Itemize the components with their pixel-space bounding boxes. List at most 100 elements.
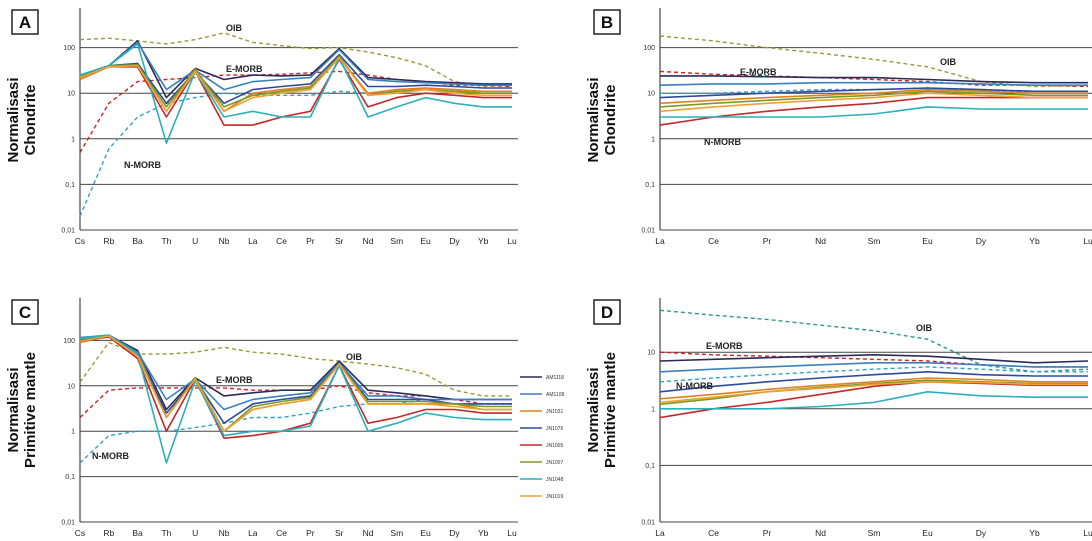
y-tick-label: 10 [67, 91, 75, 98]
x-tick-label: Rb [103, 528, 114, 538]
x-tick-label: Nd [363, 528, 374, 538]
y-tick-label: 0,1 [645, 463, 655, 470]
panel-letter-box [11, 9, 39, 35]
x-tick-label: Nb [219, 236, 230, 246]
y-tick-label: 1 [71, 136, 75, 143]
y-axis-label: NormalisasiPrimitive mantle [585, 352, 619, 468]
x-tick-label: Pr [763, 528, 772, 538]
x-tick-label: Lu [1083, 236, 1092, 246]
sample-line [659, 88, 1088, 105]
x-tick-label: Ce [708, 236, 719, 246]
x-tick-label: Dy [449, 528, 460, 538]
sample-line [79, 55, 512, 108]
annotation-n-morb: N-MORB [92, 451, 129, 461]
x-tick-label: Yb [478, 236, 489, 246]
reference-line-e-morb [659, 351, 1088, 368]
y-axis-label: NormalisasiChondrite [585, 77, 619, 162]
annotation-oib: OIB [226, 23, 243, 33]
sample-line [79, 335, 512, 440]
reference-line-e-morb [79, 70, 513, 153]
annotation-e-morb: E-MORB [226, 64, 263, 74]
y-tick-label: 0,1 [645, 182, 655, 189]
y-tick-label: 0,1 [65, 474, 75, 481]
annotation-n-morb: N-MORB [676, 381, 713, 391]
annotation-oib: OIB [940, 57, 957, 67]
y-tick-label: 0,01 [641, 520, 655, 527]
x-tick-label: Ba [132, 528, 143, 538]
sample-line [659, 81, 1088, 86]
sample-line [79, 56, 512, 113]
sample-line [659, 87, 1088, 99]
sample-line [79, 43, 512, 144]
x-tick-label: Eu [420, 236, 431, 246]
x-tick-label: Yb [1029, 236, 1040, 246]
x-tick-label: Th [161, 528, 171, 538]
reference-line-oib [659, 35, 1089, 88]
x-tick-label: Ce [276, 236, 287, 246]
x-tick-label: Dy [976, 236, 987, 246]
y-axis-label-line: Normalisasi [585, 367, 602, 452]
x-tick-label: U [192, 236, 198, 246]
legend-entry: AM1108 [546, 392, 564, 398]
sample-line [659, 380, 1088, 419]
y-axis-label-line: Chondrite [22, 85, 39, 156]
sample-line [660, 106, 1088, 118]
y-axis-label-line: Chondrite [602, 85, 619, 156]
annotation-e-morb: E-MORB [706, 341, 743, 351]
reference-line-oib [79, 32, 513, 88]
legend-entry: JN1031 [546, 409, 563, 415]
x-tick-label: Lu [507, 236, 517, 246]
y-axis-label-line: Primitive mantle [602, 352, 619, 468]
x-tick-label: Yb [1029, 528, 1040, 538]
y-tick-label: 100 [63, 45, 75, 52]
annotation-e-morb: E-MORB [216, 375, 253, 385]
panel-c: 0,01 0,1 1 10 100 Cs Rb Ba Th U Nb La Ce Pr Sr Nd Sm Eu Dy… [5, 298, 564, 538]
panel-letter: D [601, 303, 613, 322]
annotation-n-morb: N-MORB [704, 137, 741, 147]
y-axis-label: NormalisasiPrimitive mantle [5, 352, 39, 468]
x-tick-label: Sm [868, 528, 881, 538]
x-tick-label: Dy [449, 236, 460, 246]
panel-d: 0,01 0,1 1 10 La Ce Pr Nd Sm Eu Dy Yb Lu NormalisasiP… [585, 298, 1092, 538]
sample-line [79, 41, 512, 91]
x-tick-label: Eu [922, 236, 933, 246]
sample-line [659, 370, 1088, 393]
x-tick-label: Sm [868, 236, 881, 246]
y-axis-label-line: Normalisasi [585, 77, 602, 162]
sample-line [79, 334, 512, 464]
panel-letter-box [593, 9, 621, 35]
panel-letter: B [601, 13, 613, 32]
reference-line-oib [79, 341, 512, 397]
y-axis-label-line: Primitive mantle [22, 352, 39, 468]
sample-line [79, 53, 512, 105]
annotation-e-morb: E-MORB [740, 67, 777, 77]
sample-line [659, 379, 1088, 406]
x-tick-label: Cs [75, 236, 85, 246]
y-axis-label-line: Normalisasi [5, 77, 22, 162]
x-tick-label: Lu [507, 528, 517, 538]
y-tick-label: 10 [647, 91, 655, 98]
x-tick-label: Eu [922, 528, 933, 538]
x-tick-label: Sm [390, 528, 403, 538]
annotation-oib: OIB [916, 323, 933, 333]
x-tick-label: Sr [335, 528, 344, 538]
y-tick-label: 100 [63, 338, 75, 345]
x-tick-label: Sm [390, 236, 403, 246]
x-tick-label: Ce [276, 528, 287, 538]
legend: AM1118 AM1108 JN1031 JN1076 JN1005 JN1007 JN10… [520, 375, 564, 500]
x-tick-label: Pr [306, 236, 315, 246]
sample-line [659, 96, 1088, 126]
reference-line-n-morb [659, 366, 1088, 383]
x-tick-label: U [192, 528, 198, 538]
legend-entry: AM1118 [546, 375, 564, 381]
legend-entry: JN1019 [546, 494, 563, 500]
y-tick-label: 1 [71, 429, 75, 436]
x-tick-label: Nd [815, 236, 826, 246]
x-tick-label: Nd [815, 528, 826, 538]
y-tick-label: 10 [647, 350, 655, 357]
x-tick-label: Dy [976, 528, 987, 538]
x-tick-label: Pr [763, 236, 772, 246]
sample-line [79, 40, 512, 99]
sample-line [659, 380, 1088, 404]
